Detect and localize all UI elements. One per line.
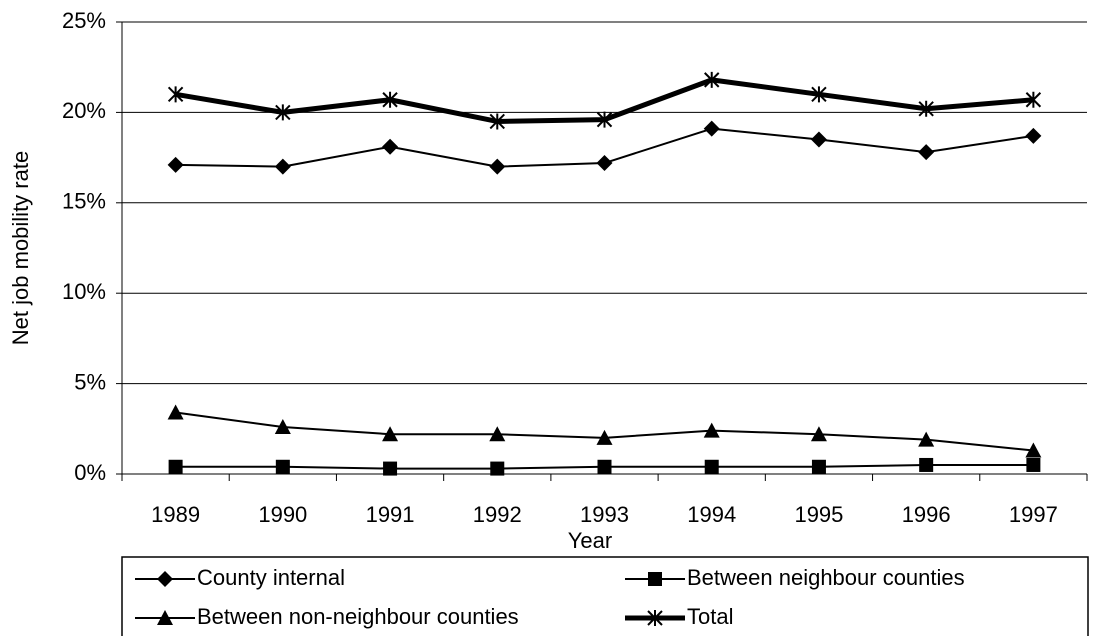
y-tick-label: 5% [74, 369, 106, 394]
data-point [596, 111, 613, 128]
x-axis-label: Year [568, 528, 612, 553]
legend-marker [648, 572, 662, 586]
data-point [1025, 442, 1042, 458]
data-point [167, 156, 184, 173]
legend-marker [647, 610, 663, 626]
x-tick-label: 1997 [1009, 502, 1058, 527]
legend-marker [157, 571, 173, 587]
data-point [274, 158, 291, 175]
data-point [703, 120, 720, 137]
data-point [167, 86, 184, 103]
data-point [596, 429, 613, 445]
data-point [810, 426, 827, 442]
data-point [382, 138, 399, 155]
x-tick-label: 1989 [151, 502, 200, 527]
y-tick-label: 10% [62, 279, 106, 304]
y-tick-label: 20% [62, 98, 106, 123]
data-point [1025, 91, 1042, 108]
data-point [382, 426, 399, 442]
legend-box [121, 556, 1089, 636]
data-point [275, 104, 291, 121]
legend-marker [157, 610, 173, 625]
data-point [704, 459, 719, 474]
data-point [383, 461, 398, 476]
x-tick-label: 1994 [687, 502, 736, 527]
data-point [703, 422, 720, 438]
data-point [919, 457, 934, 472]
data-point [1026, 457, 1041, 472]
x-tick-label: 1991 [366, 502, 415, 527]
x-tick-label: 1992 [473, 502, 522, 527]
data-point [489, 426, 506, 442]
data-point [704, 71, 720, 88]
data-point [274, 418, 291, 434]
legend-label: Total [687, 604, 733, 629]
data-point [596, 155, 613, 172]
data-point [811, 86, 827, 103]
y-axis-label: Net job mobility rate [8, 151, 33, 345]
data-point [918, 100, 934, 117]
y-tick-label: 0% [74, 460, 106, 485]
y-tick-label: 25% [62, 8, 106, 33]
x-tick-label: 1995 [794, 502, 843, 527]
data-point [811, 459, 826, 474]
data-point [167, 404, 184, 420]
data-point [1025, 127, 1042, 144]
data-point [275, 459, 290, 474]
data-point [810, 131, 827, 148]
legend-label: Between neighbour counties [687, 565, 965, 590]
data-point [490, 461, 505, 476]
data-point [918, 144, 935, 161]
data-point [597, 459, 612, 474]
x-tick-label: 1990 [258, 502, 307, 527]
data-point [168, 459, 183, 474]
data-point [382, 91, 398, 108]
y-tick-label: 15% [62, 189, 106, 214]
legend-label: County internal [197, 565, 345, 590]
x-tick-label: 1996 [902, 502, 951, 527]
x-tick-label: 1993 [580, 502, 629, 527]
data-point [489, 158, 506, 175]
data-point [918, 431, 935, 447]
legend-label: Between non-neighbour counties [197, 604, 519, 629]
data-point [489, 113, 505, 130]
